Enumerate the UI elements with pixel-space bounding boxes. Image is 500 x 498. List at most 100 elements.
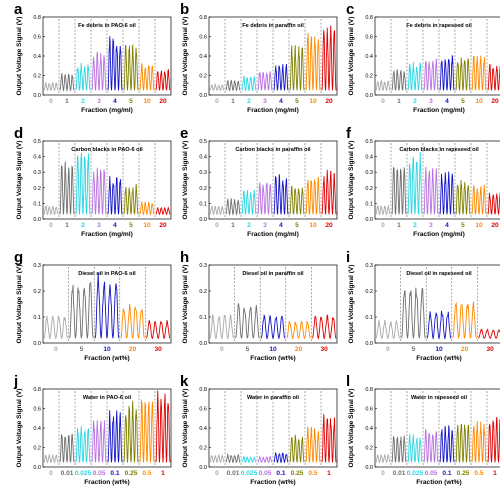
signal-trace: [139, 201, 155, 216]
category-label: 3: [429, 222, 433, 229]
category-label: 0: [386, 346, 390, 353]
category-label: 3: [97, 222, 101, 229]
category-label: 20: [491, 222, 499, 229]
category-label: 1: [161, 470, 165, 477]
category-label: 4: [113, 222, 117, 229]
x-axis-label: Fraction (wt%): [250, 355, 295, 362]
signal-trace: [423, 428, 439, 463]
panel-letter: e: [180, 125, 188, 142]
y-tick-label: 0.4: [199, 426, 207, 432]
y-tick-label: 0.3: [199, 170, 207, 176]
y-tick-label: 0.4: [199, 54, 207, 60]
x-axis-label: Fraction (wt%): [250, 479, 295, 486]
category-label: 0.01: [393, 470, 406, 477]
category-label: 4: [445, 222, 449, 229]
category-label: 2: [247, 98, 251, 105]
panel-letter: i: [346, 249, 350, 266]
category-label: 0: [381, 98, 385, 105]
signal-trace: [75, 62, 91, 91]
panel-g: g 0.0 0.1 0.2 0.3 Output Voltage Signal (V) Di…: [14, 249, 172, 362]
category-label: 20: [491, 98, 499, 105]
category-label: 10: [143, 222, 151, 229]
panel-i: i 0.0 0.1 0.2 0.3 Output Voltage Signal (V) Di…: [346, 249, 500, 362]
y-tick-label: 0.2: [365, 446, 373, 452]
signal-trace: [241, 190, 257, 215]
category-label: 3: [97, 98, 101, 105]
y-tick-label: 0.8: [365, 387, 373, 393]
y-tick-label: 0.4: [33, 54, 41, 60]
signal-trace: [426, 310, 452, 340]
category-label: 0.25: [291, 470, 304, 477]
y-tick-label: 0.2: [33, 74, 41, 80]
y-tick-label: 0.5: [33, 139, 41, 145]
signal-trace: [241, 455, 257, 464]
signal-trace: [209, 454, 225, 464]
signal-trace: [107, 176, 123, 215]
signal-trace: [94, 273, 120, 339]
category-label: 20: [325, 98, 333, 105]
category-label: 1: [397, 98, 401, 105]
x-axis-label: Fraction (mg/ml): [413, 231, 465, 238]
category-label: 10: [435, 346, 443, 353]
y-tick-label: 0.2: [33, 186, 41, 192]
signal-trace: [225, 452, 241, 464]
plot-frame: [374, 264, 500, 344]
chart-title: Water in rapeseed oil: [411, 395, 468, 401]
signal-trace: [209, 82, 225, 92]
y-axis-label: Output Voltage Signal (V): [182, 265, 189, 344]
signal-trace: [273, 174, 289, 215]
signal-trace: [257, 71, 273, 91]
signal-trace: [305, 176, 321, 215]
category-label: 0: [49, 98, 53, 105]
category-label: 0: [54, 346, 58, 353]
category-label: 0.5: [308, 470, 317, 477]
category-label: 0: [215, 98, 219, 105]
signal-trace: [43, 204, 59, 216]
category-label: 0: [381, 470, 385, 477]
y-tick-label: 0.0: [199, 93, 207, 99]
y-tick-label: 0.3: [199, 263, 207, 269]
signal-trace: [286, 320, 311, 340]
y-tick-label: 0.2: [199, 446, 207, 452]
category-label: 0.025: [75, 470, 92, 477]
category-label: 5: [246, 346, 250, 353]
category-label: 0.01: [227, 470, 240, 477]
category-label: 5: [129, 222, 133, 229]
y-tick-label: 0.2: [33, 446, 41, 452]
signal-trace: [321, 25, 337, 91]
signal-trace: [478, 327, 500, 340]
x-axis-label: Fraction (wt%): [416, 355, 461, 362]
y-tick-label: 0.0: [199, 465, 207, 471]
y-axis-label: Output Voltage Signal (V): [16, 17, 23, 96]
signal-trace: [289, 434, 305, 463]
signal-trace: [439, 425, 455, 463]
signal-trace: [155, 69, 171, 91]
panel-letter: f: [346, 125, 352, 142]
category-label: 0: [49, 222, 53, 229]
category-label: 1: [493, 470, 497, 477]
signal-trace: [225, 79, 241, 92]
panel-letter: d: [14, 125, 23, 142]
chart-title: Diesel oil in rapeseed oil: [406, 271, 472, 277]
category-label: 30: [321, 346, 329, 353]
category-label: 5: [295, 98, 299, 105]
signal-trace: [273, 451, 289, 464]
category-label: 1: [231, 222, 235, 229]
panel-letter: c: [346, 1, 354, 18]
signal-trace: [321, 169, 337, 215]
y-tick-label: 0.0: [365, 341, 373, 347]
panel-l: l 0.0 0.2 0.4 0.6 0.8 Output Voltage Signal (V…: [346, 373, 500, 486]
panel-letter: h: [180, 249, 189, 266]
category-label: 0.01: [61, 470, 74, 477]
y-tick-label: 0.0: [365, 465, 373, 471]
category-label: 3: [263, 98, 267, 105]
category-label: 0.025: [407, 470, 424, 477]
y-tick-label: 0.8: [33, 387, 41, 393]
signal-trace: [321, 414, 337, 463]
y-tick-label: 0.5: [199, 139, 207, 145]
signal-trace: [43, 453, 59, 464]
y-axis-label: Output Voltage Signal (V): [16, 389, 23, 468]
x-axis-label: Fraction (mg/ml): [247, 231, 299, 238]
y-axis-label: Output Voltage Signal (V): [182, 141, 189, 220]
y-tick-label: 0.2: [365, 289, 373, 295]
